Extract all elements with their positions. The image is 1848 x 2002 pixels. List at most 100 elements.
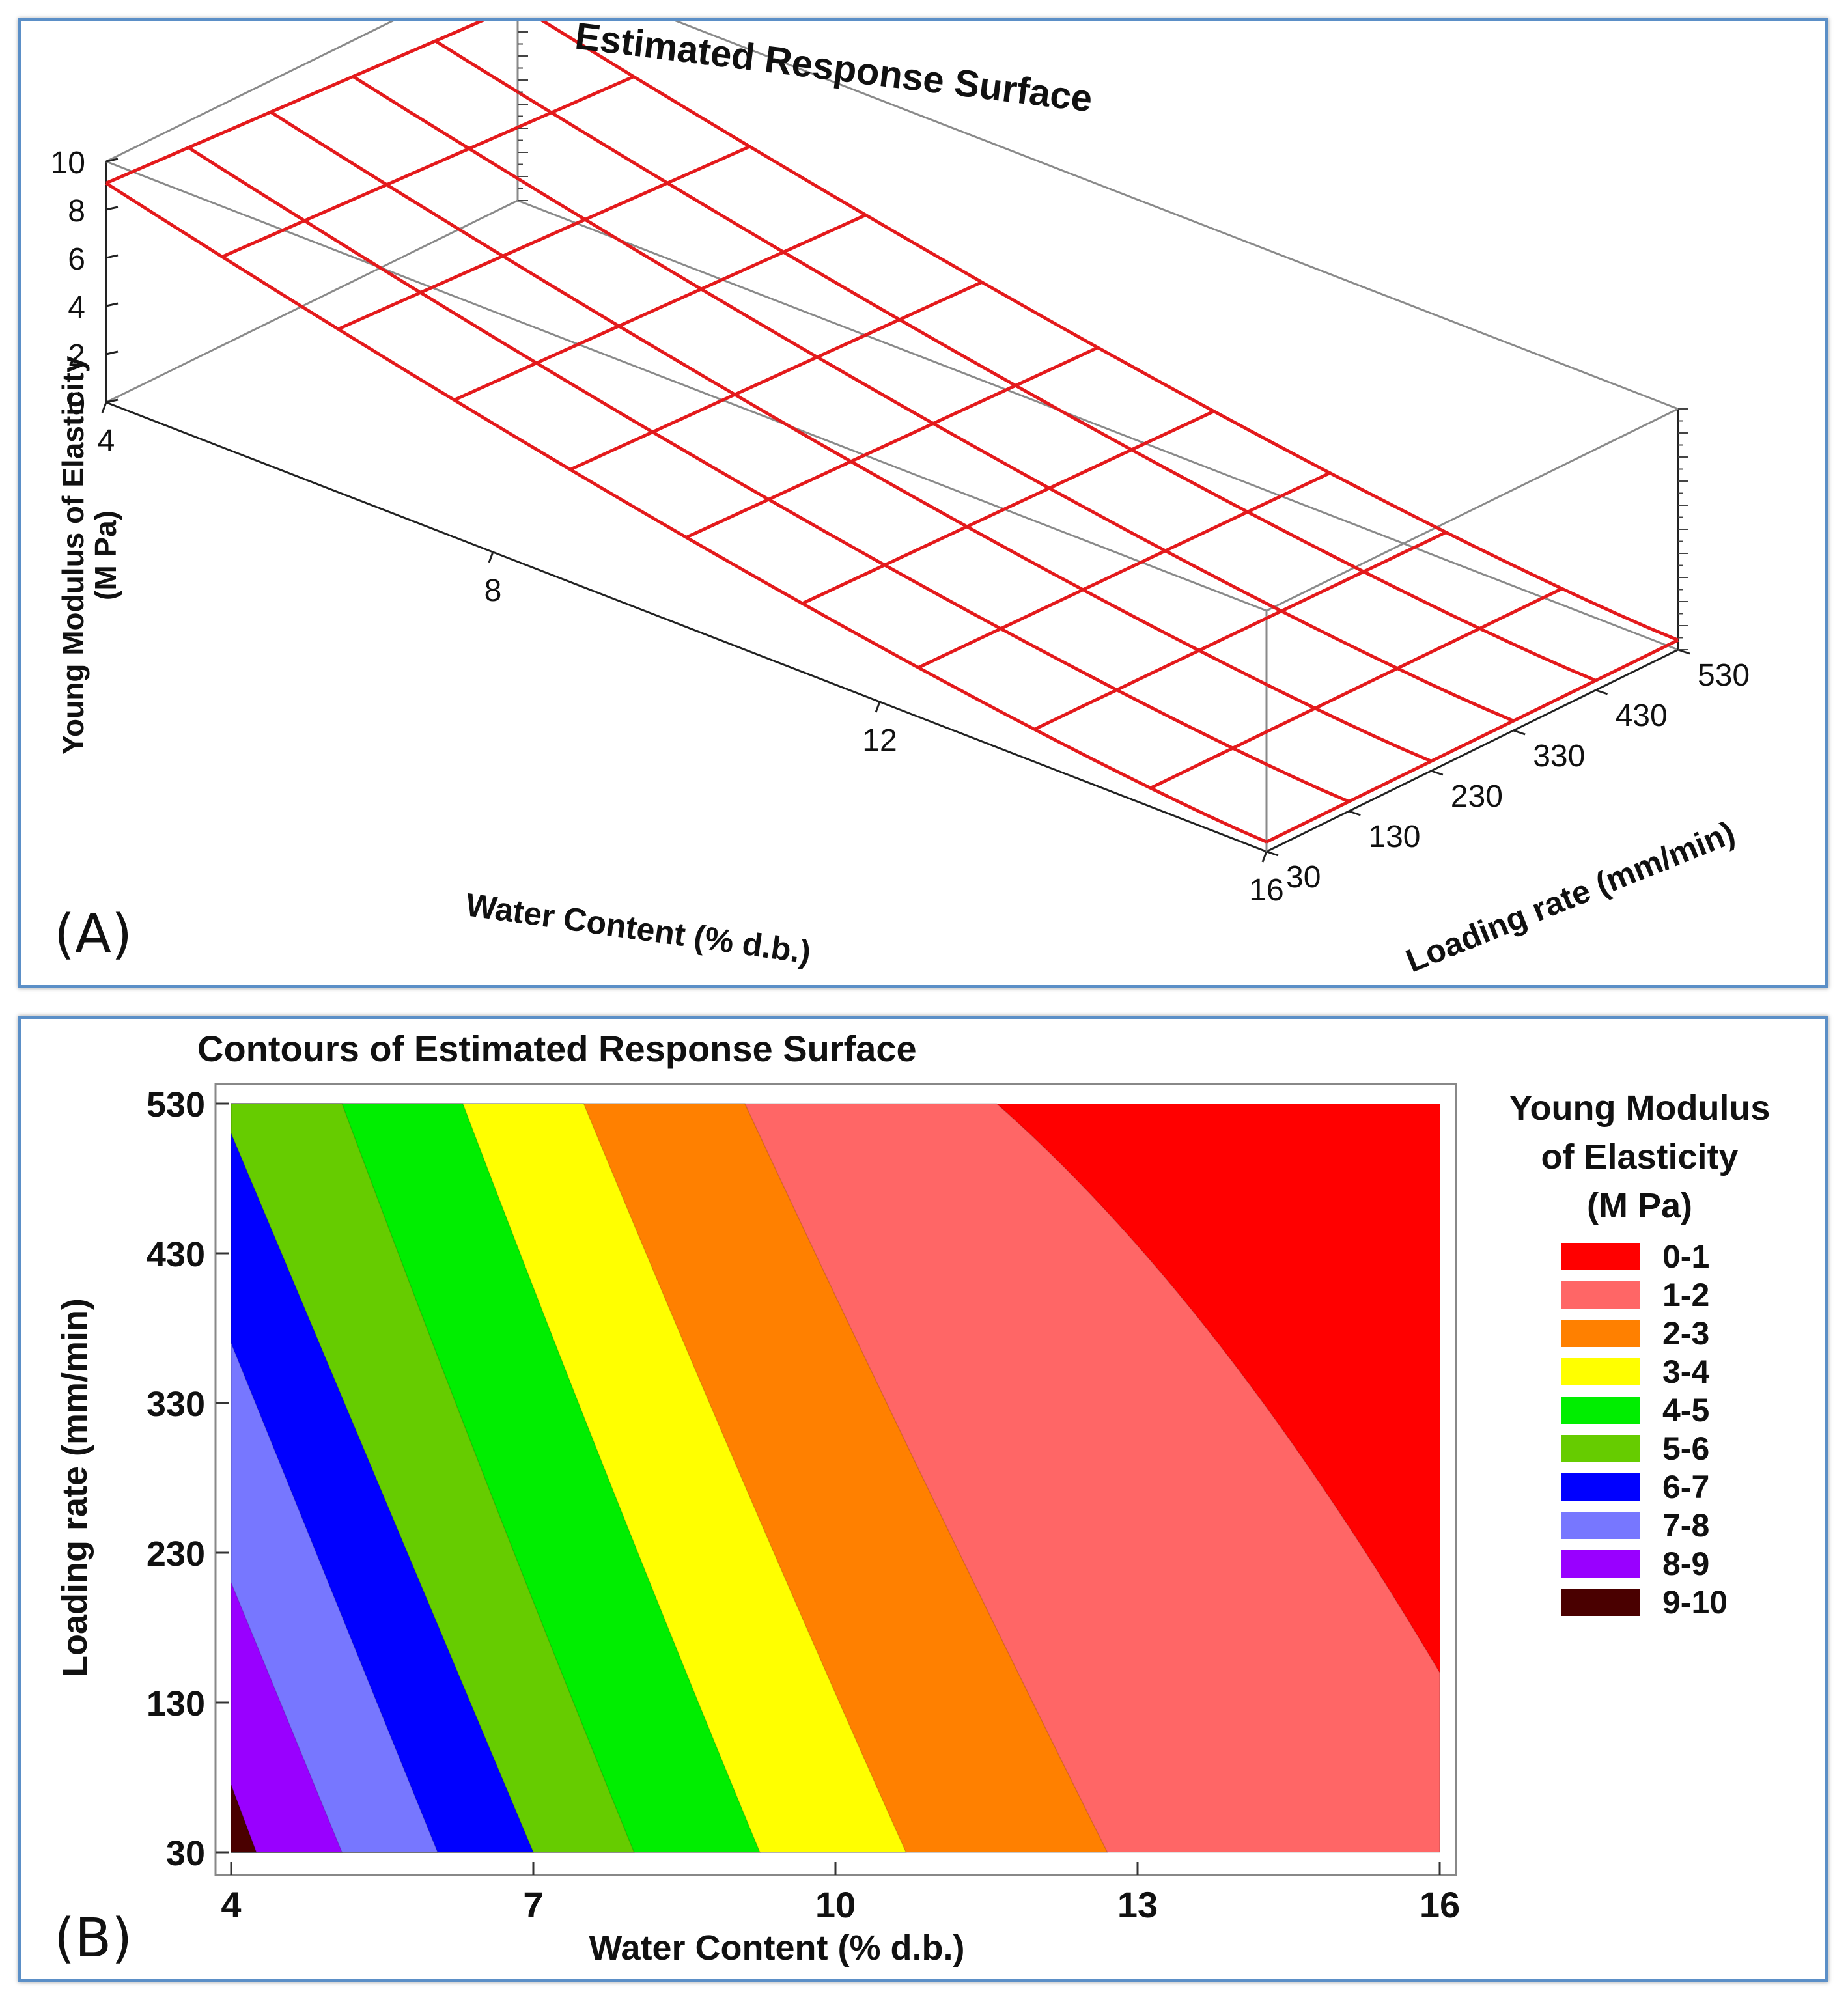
legend-swatch-1-2 bbox=[1561, 1281, 1640, 1309]
legend-label-0-1: 0-1 bbox=[1662, 1238, 1709, 1275]
x-axis-tick bbox=[488, 551, 494, 563]
surface-line-along-loading-rate bbox=[569, 281, 983, 471]
y-axis-tick-label: 530 bbox=[1698, 658, 1750, 693]
surface-line-along-water-content bbox=[434, 39, 1597, 682]
x-axis-label: Water Content (% d.b.) bbox=[464, 886, 813, 971]
z-axis-tick-label: 8 bbox=[68, 194, 85, 229]
x-axis-tick-label: 16 bbox=[1420, 1884, 1460, 1925]
box-top-back-edge bbox=[675, 21, 1679, 410]
z-axis-tick bbox=[105, 158, 119, 163]
surface-line-along-loading-rate bbox=[917, 471, 1331, 669]
surface-line-along-loading-rate bbox=[685, 346, 1099, 539]
legend-swatch-8-9 bbox=[1561, 1550, 1640, 1578]
x-axis-tick bbox=[101, 402, 107, 413]
surface-line-along-water-content bbox=[270, 110, 1432, 763]
y-axis-tick bbox=[1513, 729, 1526, 736]
legend-swatch-9-10 bbox=[1561, 1589, 1640, 1616]
box-top-front-edge bbox=[105, 160, 1267, 612]
legend-title-line3: (M Pa) bbox=[1587, 1186, 1692, 1225]
surface-line-along-loading-rate bbox=[453, 214, 867, 402]
box-floor-front-edge bbox=[105, 401, 1267, 853]
legend-label-6-7: 6-7 bbox=[1662, 1469, 1709, 1505]
surface-line-along-water-content bbox=[540, 21, 1679, 642]
panel-a: 0 2 4 6 8 10 4 8 12 16 30 130 230 330 430 530 Estimated… bbox=[18, 18, 1828, 988]
surface-line-along-loading-rate bbox=[802, 410, 1215, 605]
x-axis-tick-label: 7 bbox=[523, 1884, 543, 1925]
y-axis-tick-label: 30 bbox=[166, 1834, 205, 1873]
z-axis-tick bbox=[105, 254, 119, 259]
legend: 0-11-22-33-44-55-66-77-88-99-10 bbox=[1561, 1238, 1728, 1620]
z-axis-tick-label: 2 bbox=[68, 339, 85, 373]
legend-label-7-8: 7-8 bbox=[1662, 1507, 1709, 1544]
box-floor-left-edge bbox=[105, 199, 518, 404]
z-axis-tick bbox=[105, 206, 119, 211]
panel-b: Contours of Estimated Response Surface 4… bbox=[18, 1016, 1828, 1982]
x-axis-tick-label: 4 bbox=[98, 424, 115, 458]
y-axis-tick-label: 230 bbox=[147, 1535, 205, 1574]
x-axis-tick-label: 8 bbox=[484, 574, 502, 608]
legend-swatch-5-6 bbox=[1561, 1435, 1640, 1462]
z-axis-tick-label: 0 bbox=[68, 387, 85, 421]
z-axis-tick-label: 4 bbox=[68, 290, 85, 325]
surface-line-along-loading-rate bbox=[1033, 531, 1447, 731]
panel-label-b: (B) bbox=[54, 1908, 132, 1969]
legend-label-2-3: 2-3 bbox=[1662, 1315, 1709, 1352]
legend-label-3-4: 3-4 bbox=[1662, 1354, 1709, 1390]
legend-label-8-9: 8-9 bbox=[1662, 1546, 1709, 1582]
legend-label-9-10: 9-10 bbox=[1662, 1584, 1728, 1620]
x-axis-tick bbox=[1261, 851, 1268, 863]
legend-swatch-2-3 bbox=[1561, 1320, 1640, 1347]
y-axis-label: Loading rate (mm/min) bbox=[55, 1298, 94, 1677]
z-axis-tick bbox=[105, 398, 119, 404]
y-axis-tick-label: 330 bbox=[1533, 739, 1585, 773]
legend-title-line2: of Elasticity bbox=[1541, 1137, 1738, 1176]
x-axis-tick-label: 12 bbox=[862, 723, 897, 758]
contour-title: Contours of Estimated Response Surface bbox=[197, 1028, 917, 1069]
contour-plot: Contours of Estimated Response Surface 4… bbox=[54, 1028, 1771, 1969]
y-axis-tick-label: 330 bbox=[147, 1385, 205, 1424]
legend-label-4-5: 4-5 bbox=[1662, 1392, 1709, 1428]
box-top-left-edge bbox=[105, 21, 394, 163]
surface-mesh bbox=[105, 21, 1679, 844]
y-axis-label: Loading rate (mm/min) bbox=[1401, 814, 1740, 979]
surface-line-along-loading-rate bbox=[337, 145, 751, 331]
y-axis-tick-label: 30 bbox=[1286, 860, 1321, 895]
x-axis-tick-label: 16 bbox=[1249, 873, 1283, 908]
box-floor-back-edge bbox=[517, 199, 1679, 651]
legend-label-5-6: 5-6 bbox=[1662, 1430, 1709, 1467]
y-axis-tick-label: 430 bbox=[147, 1235, 205, 1274]
y-axis-tick bbox=[1348, 810, 1361, 816]
y-axis-tick-label: 530 bbox=[147, 1085, 205, 1124]
surface-box-edges bbox=[105, 21, 1679, 853]
z-axis-tick-label: 10 bbox=[51, 146, 85, 180]
legend-swatch-7-8 bbox=[1561, 1512, 1640, 1539]
y-axis-tick bbox=[1431, 770, 1444, 776]
surface-plot: 0 2 4 6 8 10 4 8 12 16 30 130 230 330 430 530 Estimated… bbox=[51, 21, 1750, 979]
y-axis-tick bbox=[1266, 850, 1279, 857]
legend-swatch-0-1 bbox=[1561, 1243, 1640, 1270]
box-top-right-edge bbox=[1266, 408, 1679, 612]
surface-line-along-loading-rate bbox=[105, 21, 485, 185]
surface-line-along-loading-rate bbox=[221, 75, 635, 258]
z-axis-tick-label: 6 bbox=[68, 242, 85, 277]
z-axis-tick bbox=[105, 350, 119, 355]
surface-line-along-loading-rate bbox=[1149, 587, 1563, 790]
x-axis-tick-label: 13 bbox=[1117, 1884, 1158, 1925]
y-axis-tick-label: 230 bbox=[1451, 779, 1503, 814]
y-axis-tick-label: 130 bbox=[1368, 820, 1420, 854]
contour-regions bbox=[231, 1103, 1440, 1853]
contour-region-9-10 bbox=[231, 1785, 257, 1853]
legend-swatch-4-5 bbox=[1561, 1397, 1640, 1424]
contour-region-8-9 bbox=[231, 1582, 343, 1853]
panel-label-a: (A) bbox=[54, 904, 132, 966]
z-axis-label-line1: Young Modulus of Elasticity bbox=[56, 355, 90, 755]
box-floor-right-edge bbox=[1266, 648, 1679, 853]
y-axis-tick-label: 130 bbox=[147, 1684, 205, 1723]
y-axis-tick-label: 430 bbox=[1616, 699, 1668, 733]
chart-title: Estimated Response Surface bbox=[573, 21, 1095, 120]
legend-title-line1: Young Modulus bbox=[1509, 1089, 1771, 1128]
z-axis-label-line2: (M Pa) bbox=[89, 510, 122, 600]
z-axis-tick bbox=[105, 302, 119, 307]
x-axis-tick-label: 4 bbox=[221, 1884, 241, 1925]
y-axis-tick bbox=[1595, 689, 1608, 695]
